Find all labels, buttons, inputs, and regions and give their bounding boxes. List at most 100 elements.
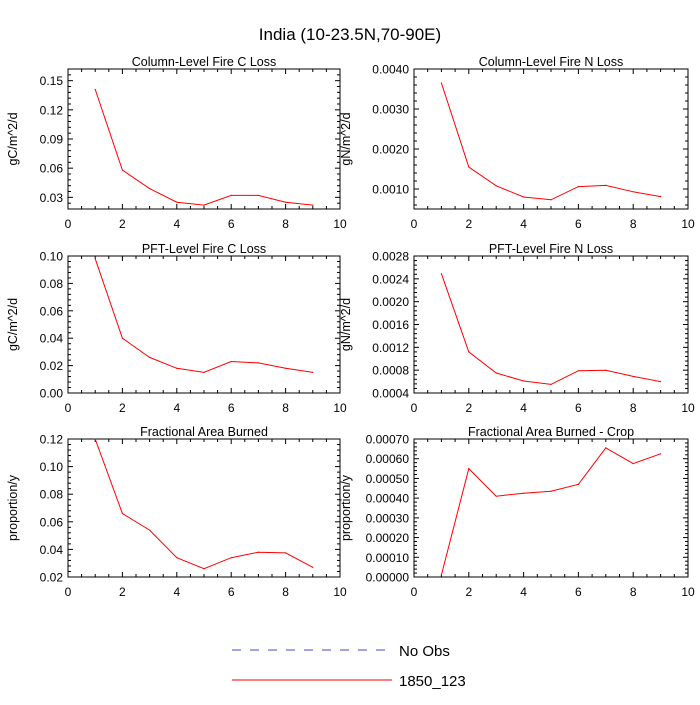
y-tick-label: 0.06	[40, 515, 64, 529]
data-point	[495, 185, 497, 187]
data-point	[468, 467, 470, 470]
chart-title: PFT-Level Fire N Loss	[489, 242, 613, 256]
data-point	[312, 204, 314, 206]
data-point	[550, 490, 552, 492]
x-tick-label: 8	[630, 401, 637, 415]
data-point	[121, 169, 123, 171]
chart-title: Fractional Area Burned - Crop	[468, 425, 634, 439]
x-tick-label: 10	[681, 585, 695, 599]
data-point	[285, 201, 287, 203]
series-line-1850_123	[94, 258, 313, 373]
legend-label-no-obs: No Obs	[399, 643, 450, 660]
x-tick-label: 8	[282, 401, 289, 415]
data-point	[468, 166, 470, 168]
y-tick-label: 0.04	[40, 332, 64, 346]
x-tick-label: 2	[119, 217, 126, 231]
y-tick-label: 0.15	[40, 74, 64, 88]
data-point	[660, 380, 662, 383]
data-point	[660, 453, 662, 455]
data-point	[257, 194, 259, 196]
y-axis-label: gC/m^2/d	[6, 298, 20, 351]
series-line-1850_123	[440, 273, 661, 385]
x-tick-label: 10	[681, 401, 695, 415]
data-point	[440, 273, 442, 275]
x-tick-label: 8	[630, 217, 637, 231]
data-point	[660, 196, 662, 198]
y-tick-label: 0.12	[40, 103, 64, 117]
y-tick-label: 0.0016	[372, 318, 409, 332]
chart-panel-2: 0 2 4 6 8 10 0.0010 0.0020 0.0030 0.0040 Column-Le…	[339, 55, 695, 231]
chart-panel-5: 0 2 4 6 8 10 0.02 0.04 0.06 0.08 0.10 0.12 Fractiona…	[6, 425, 347, 599]
data-point	[523, 380, 525, 382]
x-tick-label: 0	[411, 217, 418, 231]
x-tick-label: 10	[681, 217, 695, 231]
y-tick-label: 0.00	[40, 387, 64, 401]
x-tick-label: 6	[228, 585, 235, 599]
data-point	[605, 184, 607, 186]
data-point	[523, 196, 525, 198]
y-tick-label: 0.00050	[366, 472, 410, 486]
data-point	[121, 512, 123, 515]
legend-label-1850-123: 1850_123	[399, 673, 466, 690]
x-tick-label: 0	[411, 585, 418, 599]
data-point	[495, 495, 497, 497]
data-point	[312, 566, 314, 568]
data-point	[440, 574, 442, 576]
x-tick-label: 6	[575, 401, 582, 415]
x-tick-label: 2	[465, 401, 472, 415]
data-point	[468, 351, 470, 353]
data-point	[203, 568, 205, 570]
chart-panel-4: 0 2 4 6 8 10 0.0004 0.0008 0.0012 0.0016 0.0020 0.0…	[339, 242, 695, 415]
y-tick-label: 0.08	[40, 277, 64, 291]
x-tick-label: 4	[173, 217, 180, 231]
data-point	[605, 447, 607, 449]
y-axis-label: gC/m^2/d	[6, 112, 20, 165]
y-tick-label: 0.00040	[366, 492, 410, 506]
y-tick-label: 0.00020	[366, 531, 410, 545]
series-line-1850_123	[94, 89, 313, 206]
data-point	[257, 551, 259, 553]
data-point	[523, 492, 525, 494]
data-point	[149, 187, 151, 190]
x-tick-label: 6	[575, 585, 582, 599]
chart-panel-6: 0 2 4 6 8 10 0.00000 0.00010 0.00020 0.00030 0.000…	[339, 425, 695, 599]
x-tick-label: 2	[465, 217, 472, 231]
chart-title: Column-Level Fire C Loss	[132, 55, 277, 69]
data-point	[257, 362, 259, 364]
x-tick-label: 0	[65, 217, 72, 231]
data-point	[632, 191, 634, 193]
plot-frame	[413, 255, 689, 394]
y-tick-label: 0.0028	[372, 250, 409, 264]
y-tick-label: 0.00030	[366, 511, 410, 525]
x-tick-label: 6	[575, 217, 582, 231]
y-tick-label: 0.0008	[372, 364, 409, 378]
data-point	[605, 369, 607, 371]
y-tick-label: 0.03	[40, 191, 64, 205]
plot-frame	[67, 438, 341, 578]
plot-frame	[413, 68, 689, 210]
x-tick-label: 6	[228, 217, 235, 231]
x-tick-label: 6	[228, 401, 235, 415]
data-point	[230, 194, 232, 196]
plot-frame	[67, 68, 341, 210]
data-point	[632, 375, 634, 378]
data-point	[176, 201, 178, 203]
data-point	[632, 463, 634, 465]
y-axis-label: proportion/y	[6, 474, 20, 541]
y-axis-label: gN/m^2/d	[339, 112, 353, 165]
y-tick-label: 0.0012	[372, 341, 409, 355]
x-tick-label: 10	[333, 217, 347, 231]
x-tick-label: 8	[630, 585, 637, 599]
chart-title: Column-Level Fire N Loss	[479, 55, 624, 69]
chart-panel-1: 0 2 4 6 8 10 0.03 0.06 0.09 0.12 0.15 Column-Level …	[6, 55, 347, 231]
x-tick-label: 4	[173, 585, 180, 599]
y-tick-label: 0.0030	[372, 103, 409, 117]
y-tick-label: 0.00010	[366, 551, 410, 565]
y-tick-label: 0.02	[40, 571, 64, 585]
x-tick-label: 8	[282, 217, 289, 231]
x-tick-label: 4	[520, 401, 527, 415]
series-line-1850_123	[94, 438, 314, 570]
data-point	[176, 557, 178, 559]
data-point	[550, 383, 552, 386]
